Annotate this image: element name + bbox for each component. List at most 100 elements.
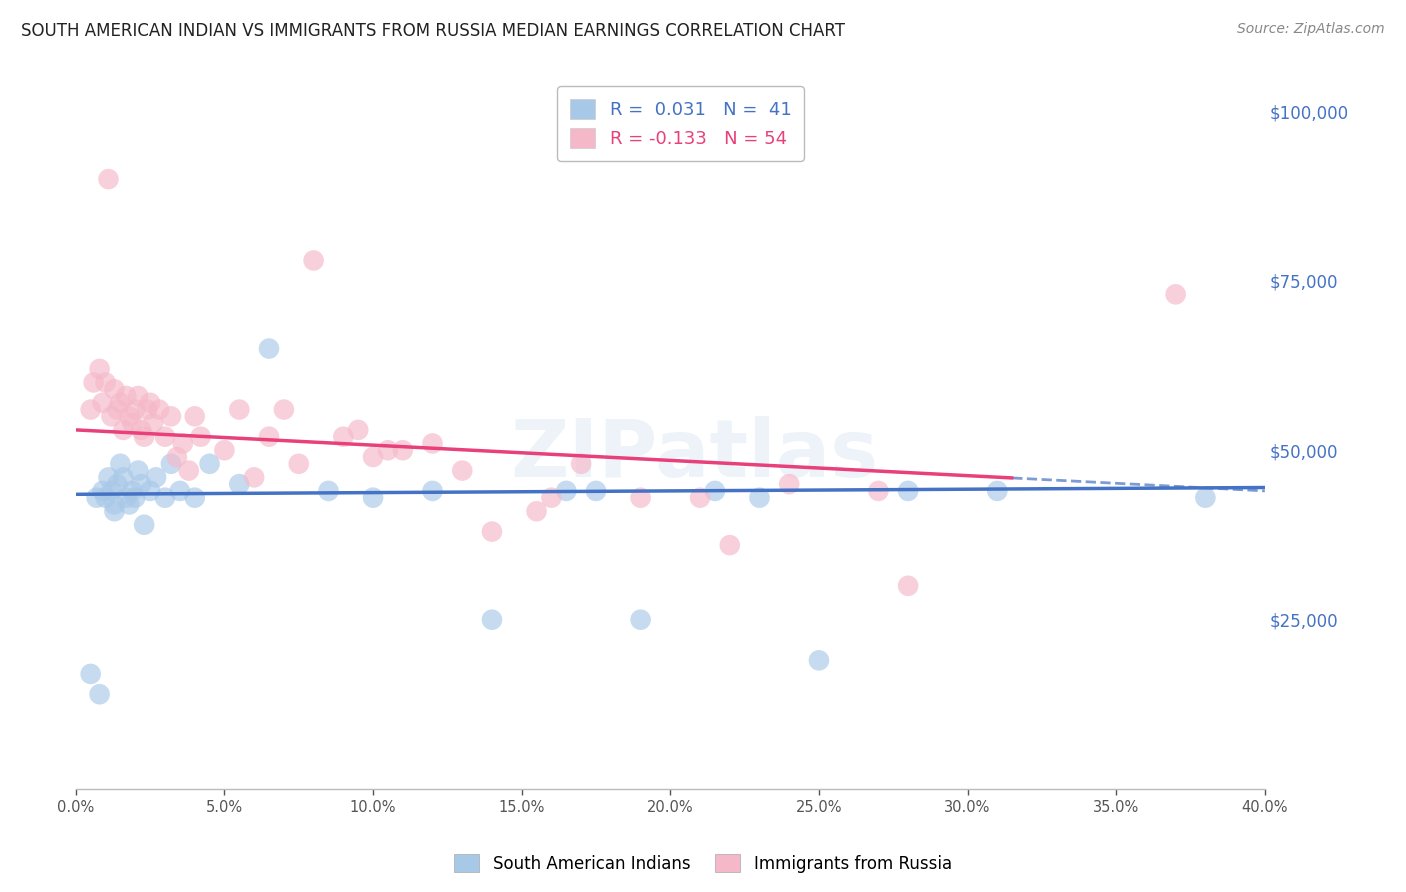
Point <box>748 491 770 505</box>
Point <box>153 430 176 444</box>
Point <box>148 402 170 417</box>
Point <box>103 382 125 396</box>
Point <box>778 477 800 491</box>
Point <box>121 483 143 498</box>
Point <box>115 389 138 403</box>
Point <box>391 443 413 458</box>
Point <box>124 491 146 505</box>
Point <box>451 464 474 478</box>
Point <box>118 409 141 424</box>
Point <box>107 477 129 491</box>
Point <box>129 477 152 491</box>
Point <box>127 464 149 478</box>
Point <box>897 579 920 593</box>
Point <box>153 491 176 505</box>
Point <box>377 443 399 458</box>
Point <box>127 389 149 403</box>
Point <box>110 457 132 471</box>
Point <box>273 402 295 417</box>
Point <box>112 423 135 437</box>
Point <box>703 483 725 498</box>
Point <box>569 457 592 471</box>
Point <box>134 430 156 444</box>
Point <box>103 498 125 512</box>
Point <box>160 409 183 424</box>
Point <box>124 402 146 417</box>
Point <box>630 613 652 627</box>
Point <box>115 491 138 505</box>
Point <box>302 253 325 268</box>
Point <box>112 470 135 484</box>
Point <box>481 613 503 627</box>
Point <box>142 416 165 430</box>
Point <box>139 396 162 410</box>
Point <box>718 538 741 552</box>
Point <box>79 402 101 417</box>
Point <box>1194 491 1216 505</box>
Point <box>540 491 562 505</box>
Point <box>986 483 1008 498</box>
Point <box>422 483 444 498</box>
Point <box>198 457 221 471</box>
Point <box>257 430 280 444</box>
Point <box>807 653 830 667</box>
Point <box>257 342 280 356</box>
Legend: South American Indians, Immigrants from Russia: South American Indians, Immigrants from … <box>447 847 959 880</box>
Point <box>555 483 578 498</box>
Point <box>422 436 444 450</box>
Point <box>79 667 101 681</box>
Point <box>97 470 120 484</box>
Point <box>332 430 354 444</box>
Point <box>243 470 266 484</box>
Point <box>94 376 117 390</box>
Point <box>172 436 194 450</box>
Point <box>89 362 111 376</box>
Point <box>118 498 141 512</box>
Y-axis label: Median Earnings: Median Earnings <box>0 370 7 497</box>
Point <box>103 504 125 518</box>
Point <box>97 172 120 186</box>
Point <box>228 402 250 417</box>
Point <box>1164 287 1187 301</box>
Point <box>585 483 607 498</box>
Point <box>214 443 236 458</box>
Point <box>139 483 162 498</box>
Point <box>481 524 503 539</box>
Point <box>166 450 188 464</box>
Point <box>183 409 205 424</box>
Point <box>91 483 114 498</box>
Point <box>868 483 890 498</box>
Point <box>526 504 548 518</box>
Text: ZIPatlas: ZIPatlas <box>510 416 879 493</box>
Point <box>190 430 212 444</box>
Point <box>107 402 129 417</box>
Point <box>145 470 167 484</box>
Point <box>160 457 183 471</box>
Point <box>169 483 191 498</box>
Point <box>183 491 205 505</box>
Point <box>228 477 250 491</box>
Point <box>89 687 111 701</box>
Point <box>689 491 711 505</box>
Point <box>129 423 152 437</box>
Legend: R =  0.031   N =  41, R = -0.133   N = 54: R = 0.031 N = 41, R = -0.133 N = 54 <box>557 87 804 161</box>
Point <box>318 483 340 498</box>
Point <box>897 483 920 498</box>
Point <box>136 402 159 417</box>
Point <box>100 409 122 424</box>
Point <box>100 483 122 498</box>
Point <box>134 517 156 532</box>
Text: Source: ZipAtlas.com: Source: ZipAtlas.com <box>1237 22 1385 37</box>
Point <box>110 396 132 410</box>
Point <box>177 464 200 478</box>
Point <box>361 491 384 505</box>
Point <box>94 491 117 505</box>
Point <box>361 450 384 464</box>
Point <box>630 491 652 505</box>
Point <box>91 396 114 410</box>
Point <box>347 423 370 437</box>
Text: SOUTH AMERICAN INDIAN VS IMMIGRANTS FROM RUSSIA MEDIAN EARNINGS CORRELATION CHAR: SOUTH AMERICAN INDIAN VS IMMIGRANTS FROM… <box>21 22 845 40</box>
Point <box>121 416 143 430</box>
Point <box>287 457 309 471</box>
Point <box>83 376 105 390</box>
